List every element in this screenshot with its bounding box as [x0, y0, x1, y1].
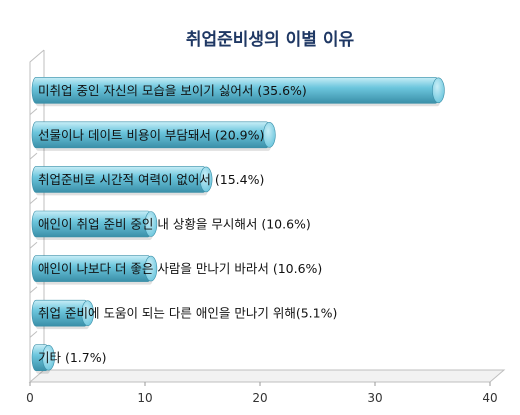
bar-label: 취업 준비에 도움이 되는 다른 애인을 만나기 위해(5.1%) [38, 306, 337, 321]
bar-label: 취업준비로 시간적 여력이 없어서 (15.4%) [38, 172, 264, 187]
x-tick-label: 40 [482, 391, 497, 405]
category-separator [29, 286, 38, 294]
bar-label: 미취업 중인 자신의 모습을 보이기 싫어서 (35.6%) [38, 83, 307, 98]
bar-cap [144, 255, 158, 282]
x-tick-label: 0 [26, 391, 34, 405]
bar-cap [81, 300, 94, 326]
chart-title: 취업준비생의 이별 이유 [186, 29, 355, 50]
plot-area: 0 10 20 30 40 미취업 중인 자신의 모습을 보이기 싫어서 (35.6%) 선… [26, 49, 506, 405]
category-separator [29, 197, 38, 205]
bar [31, 121, 276, 151]
x-tick-label: 10 [137, 391, 152, 405]
bar-cap [199, 166, 213, 193]
axis-floor [28, 369, 506, 383]
category-separator [29, 108, 38, 115]
category-separator [29, 152, 38, 160]
bar-cap [432, 77, 445, 104]
bar [31, 255, 158, 285]
x-tick-label: 30 [367, 391, 382, 405]
bar [31, 76, 445, 107]
bar-label: 기타 (1.7%) [38, 350, 106, 365]
bar [31, 210, 158, 240]
bar-cap [42, 344, 55, 371]
bar [31, 344, 55, 374]
axis-wall [29, 49, 45, 382]
bar-label: 애인이 나보다 더 좋은 사람을 만나기 바라서 (10.6%) [38, 261, 322, 276]
bar-cap [263, 122, 276, 148]
category-separator [29, 331, 38, 338]
bar [31, 166, 213, 196]
bar-label: 선물이나 데이트 비용이 부담돼서 (20.9%) [38, 127, 264, 142]
bar [31, 299, 94, 330]
bar-label: 애인이 취업 준비 중인 내 상황을 무시해서 (10.6%) [38, 217, 311, 232]
x-tick-label: 20 [252, 391, 267, 405]
category-separator [29, 241, 38, 249]
bar-cap [144, 211, 158, 237]
